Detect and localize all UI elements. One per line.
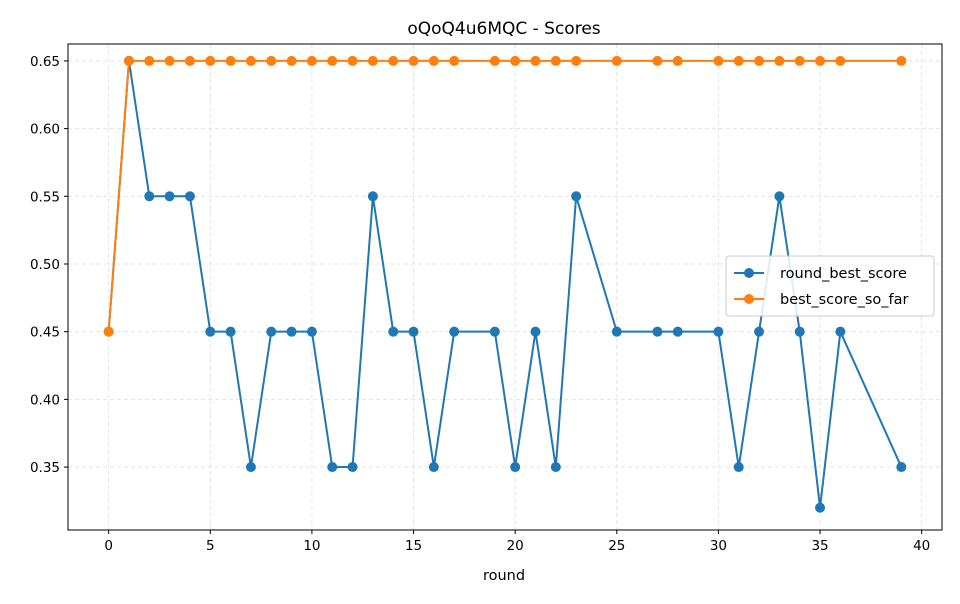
data-point-best-score-so-far xyxy=(571,55,582,66)
data-point-round-best-score xyxy=(286,326,297,337)
data-point-round-best-score xyxy=(184,191,195,202)
data-point-best-score-so-far xyxy=(347,55,358,66)
data-point-round-best-score xyxy=(164,191,175,202)
data-point-round-best-score xyxy=(489,326,500,337)
data-point-best-score-so-far xyxy=(652,55,663,66)
series-layer xyxy=(103,55,907,513)
data-point-best-score-so-far xyxy=(367,55,378,66)
data-point-best-score-so-far xyxy=(205,55,216,66)
x-tick-label: 15 xyxy=(405,538,422,554)
x-tick-label: 35 xyxy=(811,538,828,554)
y-tick-label: 0.65 xyxy=(30,54,60,70)
ticks-layer: 0 5 10 15 20 25 30 35 40 0.35 0.40 0.45 0.50 0.55 0.60… xyxy=(30,54,930,554)
data-point-best-score-so-far xyxy=(774,55,785,66)
data-point-best-score-so-far xyxy=(428,55,439,66)
data-point-round-best-score xyxy=(774,191,785,202)
y-tick-label: 0.50 xyxy=(30,257,60,273)
data-point-best-score-so-far xyxy=(327,55,338,66)
data-point-round-best-score xyxy=(835,326,846,337)
data-point-round-best-score xyxy=(388,326,399,337)
data-point-best-score-so-far xyxy=(815,55,826,66)
data-point-best-score-so-far xyxy=(754,55,765,66)
x-tick-label: 40 xyxy=(913,538,930,554)
data-point-best-score-so-far xyxy=(896,55,907,66)
data-point-round-best-score xyxy=(205,326,216,337)
data-point-best-score-so-far xyxy=(164,55,175,66)
x-tick-label: 25 xyxy=(608,538,625,554)
data-point-best-score-so-far xyxy=(123,55,134,66)
y-tick-label: 0.40 xyxy=(30,392,60,408)
data-point-round-best-score xyxy=(144,191,155,202)
data-point-best-score-so-far xyxy=(144,55,155,66)
chart-title: oQoQ4u6MQC - Scores xyxy=(407,19,600,39)
data-point-round-best-score xyxy=(733,462,744,473)
x-tick-label: 20 xyxy=(507,538,524,554)
y-tick-label: 0.45 xyxy=(30,325,60,341)
data-point-best-score-so-far xyxy=(794,55,805,66)
y-tick-label: 0.60 xyxy=(30,122,60,138)
series-round-best-score xyxy=(103,55,907,513)
legend-label-best-score-so-far: best_score_so_far xyxy=(780,292,908,308)
x-tick-label: 0 xyxy=(104,538,113,554)
data-point-best-score-so-far xyxy=(713,55,724,66)
data-point-round-best-score xyxy=(245,462,256,473)
data-point-round-best-score xyxy=(367,191,378,202)
data-point-best-score-so-far xyxy=(286,55,297,66)
data-point-round-best-score xyxy=(408,326,419,337)
legend-label-round-best-score: round_best_score xyxy=(780,266,907,282)
data-point-round-best-score xyxy=(652,326,663,337)
data-point-best-score-so-far xyxy=(530,55,541,66)
data-point-round-best-score xyxy=(266,326,277,337)
plot-frame xyxy=(67,43,943,531)
data-point-round-best-score xyxy=(550,462,561,473)
data-point-round-best-score xyxy=(611,326,622,337)
data-point-best-score-so-far xyxy=(510,55,521,66)
data-point-round-best-score xyxy=(713,326,724,337)
data-point-best-score-so-far xyxy=(388,55,399,66)
data-point-round-best-score xyxy=(225,326,236,337)
data-point-round-best-score xyxy=(794,326,805,337)
data-point-best-score-so-far xyxy=(672,55,683,66)
data-point-best-score-so-far xyxy=(103,326,114,337)
data-point-best-score-so-far xyxy=(245,55,256,66)
data-point-round-best-score xyxy=(896,462,907,473)
data-point-round-best-score xyxy=(428,462,439,473)
x-tick-label: 5 xyxy=(206,538,215,554)
x-tick-label: 30 xyxy=(710,538,727,554)
data-point-round-best-score xyxy=(347,462,358,473)
data-point-round-best-score xyxy=(571,191,582,202)
series-line-round-best-score xyxy=(107,59,903,509)
data-point-round-best-score xyxy=(449,326,460,337)
data-point-best-score-so-far xyxy=(550,55,561,66)
y-tick-label: 0.55 xyxy=(30,189,60,205)
data-point-best-score-so-far xyxy=(733,55,744,66)
data-point-best-score-so-far xyxy=(489,55,500,66)
data-point-round-best-score xyxy=(815,502,826,513)
legend-marker-best-score-so-far xyxy=(744,294,754,304)
data-point-round-best-score xyxy=(510,462,521,473)
data-point-round-best-score xyxy=(530,326,541,337)
x-axis-label: round xyxy=(483,568,525,584)
series-line-best-score-so-far xyxy=(107,59,902,332)
data-point-best-score-so-far xyxy=(306,55,317,66)
legend: round_best_score best_score_so_far xyxy=(725,255,935,317)
data-point-best-score-so-far xyxy=(611,55,622,66)
data-point-best-score-so-far xyxy=(184,55,195,66)
series-best-score-so-far xyxy=(103,55,907,337)
data-point-round-best-score xyxy=(672,326,683,337)
y-tick-label: 0.35 xyxy=(30,460,60,476)
data-point-best-score-so-far xyxy=(266,55,277,66)
data-point-best-score-so-far xyxy=(449,55,460,66)
data-point-round-best-score xyxy=(754,326,765,337)
data-point-best-score-so-far xyxy=(225,55,236,66)
data-point-best-score-so-far xyxy=(408,55,419,66)
data-point-round-best-score xyxy=(327,462,338,473)
legend-box xyxy=(725,255,935,317)
data-point-best-score-so-far xyxy=(835,55,846,66)
x-tick-label: 10 xyxy=(303,538,320,554)
legend-marker-round-best-score xyxy=(744,268,754,278)
data-point-round-best-score xyxy=(306,326,317,337)
